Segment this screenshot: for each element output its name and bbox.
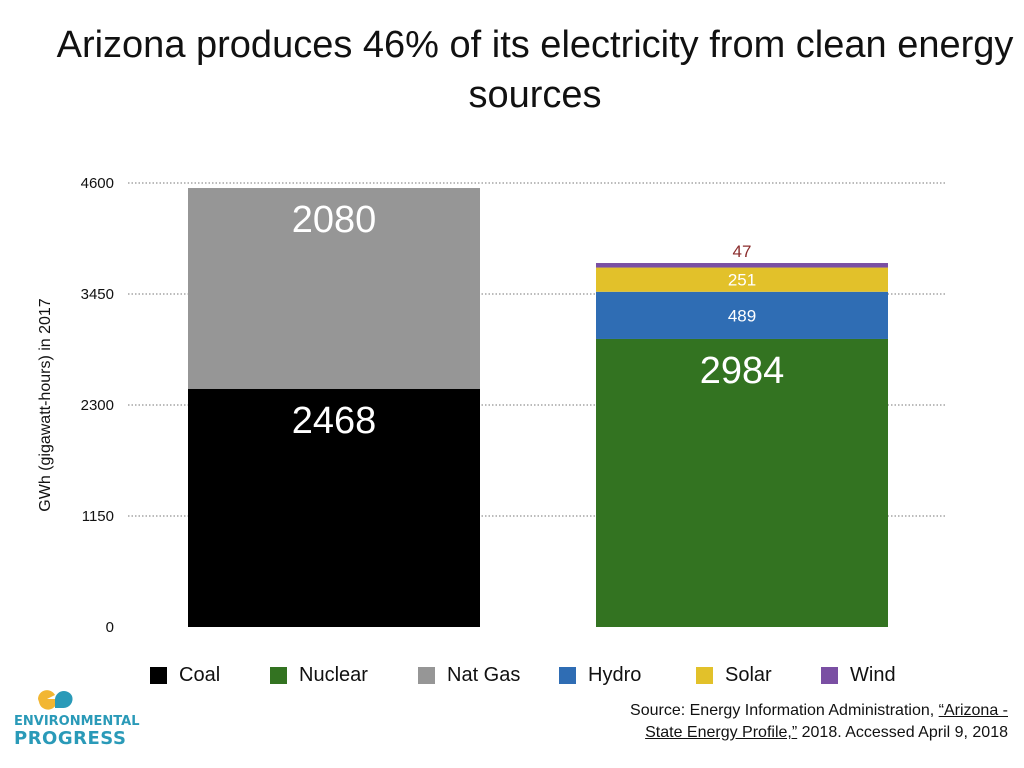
data-label-wind: 47 [733, 242, 752, 261]
legend-swatch [418, 667, 435, 684]
legend-swatch [559, 667, 576, 684]
y-tick-label: 1150 [82, 508, 114, 525]
legend-label: Nuclear [299, 664, 368, 686]
bar-segment-hydro [596, 291, 888, 339]
legend-swatch [696, 667, 713, 684]
data-label-nat-gas: 2080 [292, 199, 377, 241]
legend-label: Coal [179, 664, 221, 686]
source-prefix: Source: Energy Information Administratio… [630, 702, 939, 719]
legend-item-wind: Wind [821, 664, 896, 687]
legend-item-nuclear: Nuclear [270, 664, 368, 687]
chart-plot: 0 1150 2300 3450 4600 GWh (gigawatt-hours) in… [37, 175, 946, 636]
logo-text-environmental: ENVIRONMENTAL [14, 714, 140, 729]
legend-swatch [270, 667, 287, 684]
logo-text-progress: PROGRESS [14, 728, 127, 749]
bar-segment-solar [596, 267, 888, 292]
y-tick-label: 2300 [81, 397, 114, 414]
bar-segment-coal [188, 388, 480, 627]
legend-item-coal: Coal [150, 664, 220, 687]
data-label-solar: 251 [728, 271, 756, 290]
legend-swatch [821, 667, 838, 684]
data-label-coal: 2468 [292, 400, 377, 442]
legend-label: Hydro [588, 664, 642, 686]
chart-title: Arizona produces 46% of its electricity … [56, 24, 1014, 116]
source-suffix: 2018. Accessed April 9, 2018 [797, 724, 1008, 741]
legend-item-solar: Solar [696, 664, 772, 687]
source-link-part2[interactable]: State Energy Profile,” [645, 724, 798, 741]
y-axis-label: GWh (gigawatt-hours) in 2017 [37, 298, 54, 512]
y-tick-label: 3450 [81, 286, 114, 303]
bar-segment-nuclear [596, 338, 888, 627]
data-label-hydro: 489 [728, 306, 756, 325]
legend-label: Nat Gas [447, 664, 521, 686]
bar-segment-wind [596, 263, 888, 268]
chart-legend: Coal Nuclear Nat Gas Hydro Solar Wind [150, 664, 950, 690]
source-note: Source: Energy Information Administratio… [630, 700, 1008, 744]
legend-item-nat-gas: Nat Gas [418, 664, 520, 687]
legend-label: Wind [850, 664, 896, 686]
y-tick-label: 0 [106, 619, 114, 636]
legend-label: Solar [725, 664, 772, 686]
y-tick-label: 4600 [81, 175, 114, 192]
environmental-progress-logo: ENVIRONMENTAL PROGRESS [14, 688, 140, 749]
source-link-part1[interactable]: “Arizona - [938, 702, 1008, 719]
ep-logo-icon [38, 690, 73, 710]
legend-swatch [150, 667, 167, 684]
legend-item-hydro: Hydro [559, 664, 641, 687]
bar-segment-nat-gas [188, 188, 480, 389]
data-label-nuclear: 2984 [700, 350, 785, 392]
